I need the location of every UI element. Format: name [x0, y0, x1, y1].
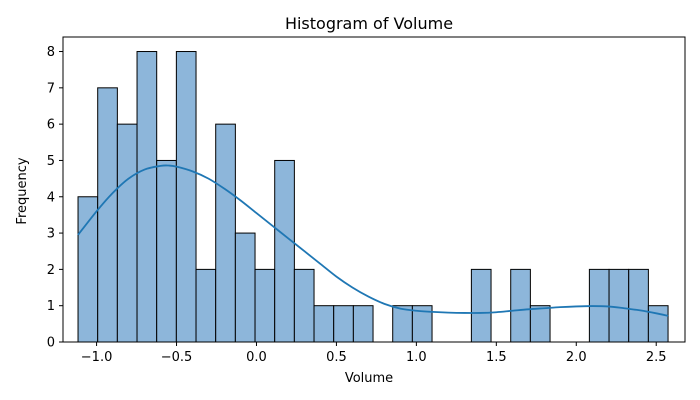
chart-title: Histogram of Volume [285, 14, 453, 33]
y-tick-label: 8 [47, 45, 55, 60]
histogram-bar [293, 268, 315, 343]
histogram-bar [628, 268, 649, 343]
histogram-bar [77, 196, 99, 343]
y-axis-label: Frequency [15, 157, 30, 224]
y-tick-label: 2 [47, 263, 55, 278]
histogram-bar [195, 268, 217, 343]
y-tick-label: 3 [47, 227, 55, 242]
x-tick-label: 1.5 [486, 350, 507, 365]
y-tick-label: 7 [47, 81, 55, 96]
histogram-bar [392, 305, 413, 343]
x-axis-label: Volume [345, 371, 393, 386]
x-tick-label: 2.5 [646, 350, 667, 365]
y-tick-label: 4 [47, 190, 55, 205]
histogram-bar [274, 159, 295, 343]
histogram-bar [136, 51, 158, 343]
x-axis-ticks: −1.0 −0.5 0.0 0.5 1.0 1.5 2.0 2.5 [81, 342, 667, 365]
y-axis-ticks: 0 1 2 3 4 5 6 7 8 [47, 45, 63, 351]
x-tick-label: 0.5 [326, 350, 347, 365]
histogram-bar [333, 305, 354, 343]
histogram-bar [510, 268, 531, 343]
plot-frame [62, 36, 686, 343]
y-tick-label: 5 [47, 154, 55, 169]
y-tick-label: 0 [47, 336, 55, 351]
histogram-bar [608, 268, 630, 343]
y-tick-label: 6 [47, 118, 55, 133]
histogram-bar [175, 51, 197, 343]
x-tick-label: 0.0 [246, 350, 267, 365]
histogram-bar [352, 305, 374, 343]
x-tick-label: 2.0 [566, 350, 587, 365]
histogram-bar [529, 305, 551, 343]
histogram-bar [215, 123, 236, 343]
histogram-bar [97, 87, 118, 343]
histogram-bar [234, 232, 256, 343]
histogram-bar [254, 268, 276, 343]
x-tick-label: 1.0 [406, 350, 427, 365]
histogram-bar [470, 268, 492, 343]
x-tick-label: −1.0 [81, 350, 113, 365]
y-tick-label: 1 [47, 299, 55, 314]
histogram-bar [313, 305, 335, 343]
histogram-bar [156, 159, 177, 343]
x-tick-label: −0.5 [161, 350, 193, 365]
kde-line [77, 164, 669, 317]
histogram-bar [116, 123, 138, 343]
histogram-bar [647, 305, 669, 343]
